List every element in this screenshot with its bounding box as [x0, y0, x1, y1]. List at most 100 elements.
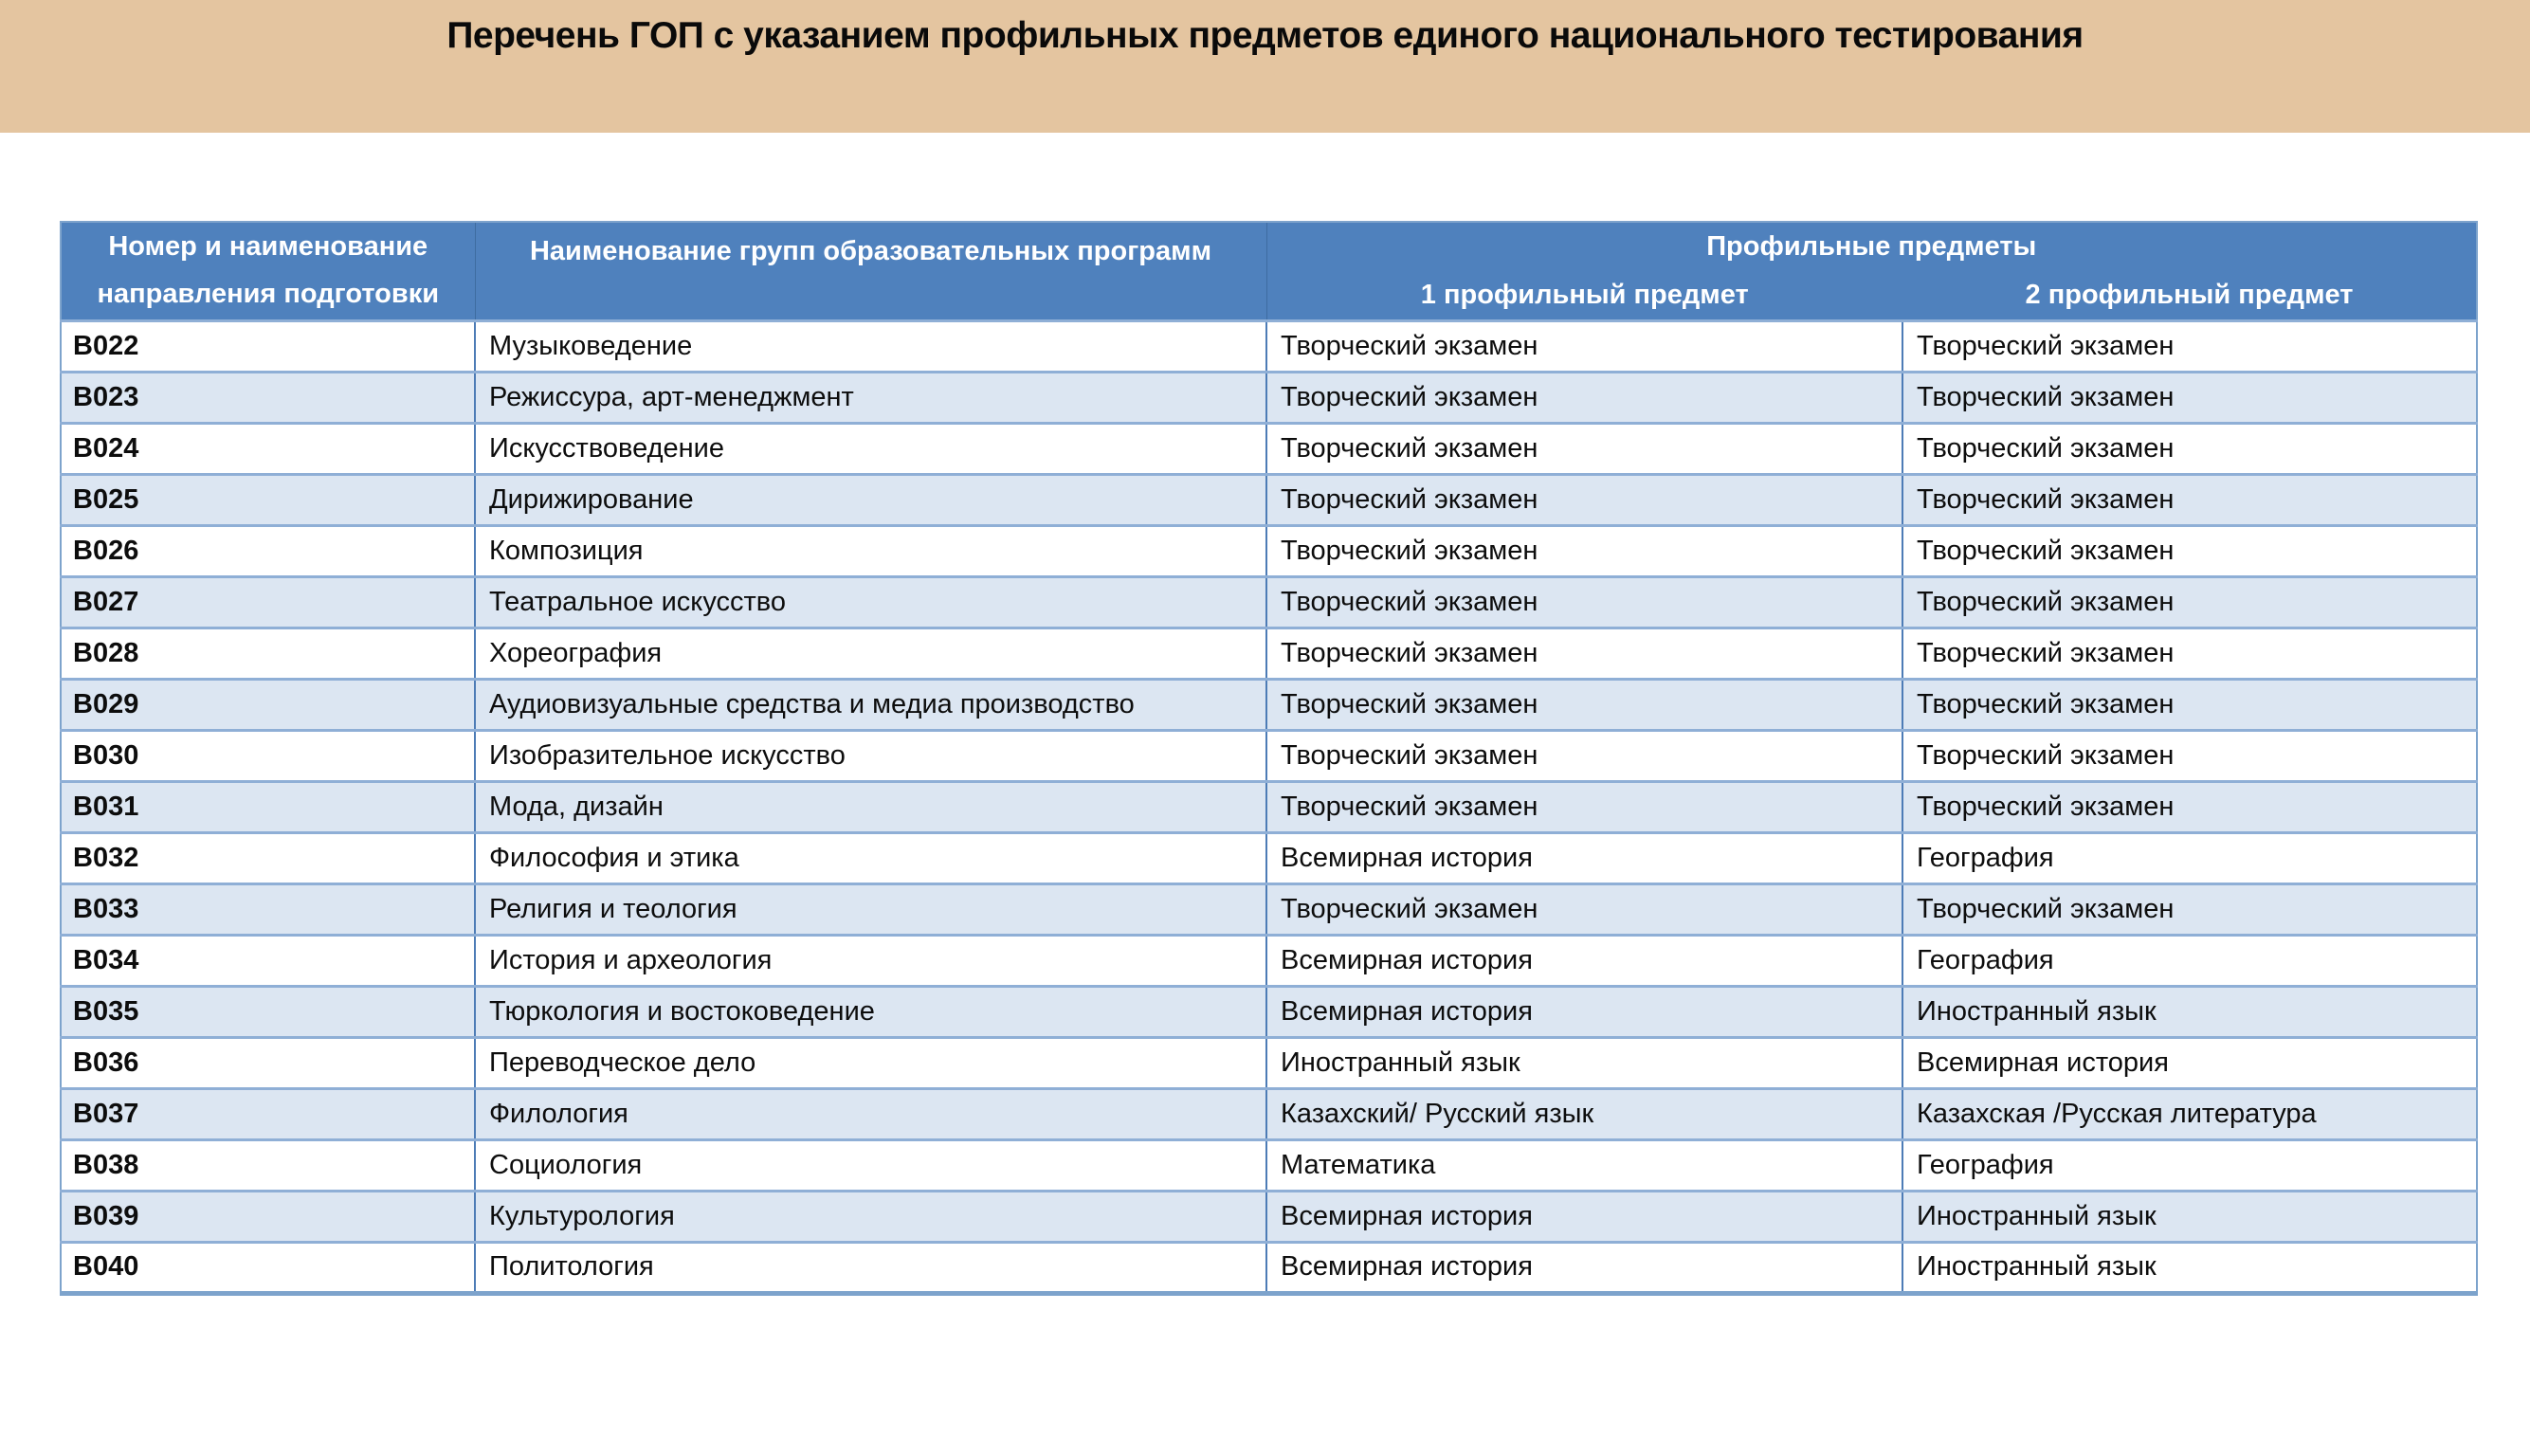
cell-subject-1: Всемирная история	[1265, 1189, 1902, 1242]
table-row: B028 Хореография Творческий экзамен Творчес…	[61, 626, 2478, 679]
cell-program: Изобразительное искусство	[474, 728, 1266, 781]
header-number-and-direction: Номер и наименование направления подгото…	[61, 222, 476, 320]
cell-code: B023	[61, 370, 475, 423]
table-row: B035 Тюркология и востоковедение Всемирная…	[61, 984, 2478, 1037]
cell-code: B029	[61, 677, 475, 730]
cell-subject-2: География	[1901, 830, 2478, 883]
cell-subject-1: Творческий экзамен	[1265, 626, 1902, 679]
cell-subject-1: Казахский/ Русский язык	[1265, 1086, 1902, 1139]
cell-subject-2: Всемирная история	[1901, 1035, 2478, 1088]
cell-code: B027	[61, 574, 475, 628]
cell-code: B039	[61, 1189, 475, 1242]
cell-code: B028	[61, 626, 475, 679]
cell-code: B036	[61, 1035, 475, 1088]
cell-subject-2: Иностранный язык	[1901, 984, 2478, 1037]
cell-subject-1: Всемирная история	[1265, 830, 1902, 883]
header-profile-subject-1: 1 профильный предмет	[1266, 271, 1902, 320]
cell-program: Композиция	[474, 523, 1266, 576]
cell-subject-2: Творческий экзамен	[1901, 523, 2478, 576]
cell-subject-2: География	[1901, 933, 2478, 986]
cell-subject-2: Творческий экзамен	[1901, 472, 2478, 525]
cell-subject-1: Творческий экзамен	[1265, 421, 1902, 474]
cell-code: B037	[61, 1086, 475, 1139]
table-row: B036 Переводческое дело Иностранный язык Вс…	[61, 1035, 2478, 1088]
cell-subject-1: Творческий экзамен	[1265, 574, 1902, 628]
header-profile-subjects: Профильные предметы	[1266, 222, 2478, 271]
cell-subject-1: Творческий экзамен	[1265, 472, 1902, 525]
cell-code: B033	[61, 882, 475, 935]
cell-subject-1: Творческий экзамен	[1265, 779, 1902, 832]
cell-program: Режиссура, арт-менеджмент	[474, 370, 1266, 423]
table-row: B024 Искусствоведение Творческий экзамен Тв…	[61, 421, 2478, 474]
cell-program: Политология	[474, 1240, 1266, 1293]
cell-subject-2: Творческий экзамен	[1901, 626, 2478, 679]
cell-code: B040	[61, 1240, 475, 1293]
cell-code: B022	[61, 318, 475, 372]
table-row: B026 Композиция Творческий экзамен Творческ…	[61, 523, 2478, 576]
cell-code: B031	[61, 779, 475, 832]
cell-code: B025	[61, 472, 475, 525]
cell-subject-1: Творческий экзамен	[1265, 318, 1902, 372]
cell-code: B032	[61, 830, 475, 883]
cell-program: Переводческое дело	[474, 1035, 1266, 1088]
cell-program: Хореография	[474, 626, 1266, 679]
cell-program: История и археология	[474, 933, 1266, 986]
table-row: B031 Мода, дизайн Творческий экзамен Творче…	[61, 779, 2478, 832]
cell-subject-1: Творческий экзамен	[1265, 882, 1902, 935]
table-row: B039 Культурология Всемирная история Иностр…	[61, 1189, 2478, 1242]
cell-subject-1: Творческий экзамен	[1265, 677, 1902, 730]
title-banner: Перечень ГОП с указанием профильных пред…	[0, 0, 2530, 133]
cell-subject-2: Творческий экзамен	[1901, 318, 2478, 372]
table-row: B034 История и археология Всемирная истори…	[61, 933, 2478, 986]
cell-code: B026	[61, 523, 475, 576]
cell-subject-1: Творческий экзамен	[1265, 370, 1902, 423]
gop-table: Номер и наименование направления подгото…	[60, 221, 2479, 1296]
cell-subject-2: Творческий экзамен	[1901, 677, 2478, 730]
cell-program: Дирижирование	[474, 472, 1266, 525]
cell-subject-1: Всемирная история	[1265, 1240, 1902, 1293]
cell-subject-1: Творческий экзамен	[1265, 728, 1902, 781]
cell-subject-1: Иностранный язык	[1265, 1035, 1902, 1088]
cell-subject-2: Иностранный язык	[1901, 1189, 2478, 1242]
cell-subject-2: География	[1901, 1138, 2478, 1191]
cell-program: Аудиовизуальные средства и медиа произво…	[474, 677, 1266, 730]
cell-program: Философия и этика	[474, 830, 1266, 883]
table-header: Номер и наименование направления подгото…	[61, 222, 2478, 320]
table-row: B025 Дирижирование Творческий экзамен Творч…	[61, 472, 2478, 525]
cell-code: B034	[61, 933, 475, 986]
table-row: B023 Режиссура, арт-менеджмент Творческий …	[61, 370, 2478, 423]
header-profile-subject-2: 2 профильный предмет	[1902, 271, 2478, 320]
cell-subject-2: Творческий экзамен	[1901, 779, 2478, 832]
cell-subject-2: Творческий экзамен	[1901, 882, 2478, 935]
page-title: Перечень ГОП с указанием профильных пред…	[446, 15, 2084, 56]
table-row: B040 Политология Всемирная история Иностран…	[61, 1240, 2478, 1293]
cell-program: Филология	[474, 1086, 1266, 1139]
cell-code: B024	[61, 421, 475, 474]
cell-subject-1: Всемирная история	[1265, 984, 1902, 1037]
cell-subject-1: Творческий экзамен	[1265, 523, 1902, 576]
table-row: B027 Театральное искусство Творческий экза…	[61, 574, 2478, 628]
table-row: B038 Социология Математика География	[61, 1138, 2478, 1191]
cell-program: Религия и теология	[474, 882, 1266, 935]
cell-subject-2: Иностранный язык	[1901, 1240, 2478, 1293]
cell-program: Искусствоведение	[474, 421, 1266, 474]
cell-code: B030	[61, 728, 475, 781]
cell-program: Культурология	[474, 1189, 1266, 1242]
table-row: B037 Филология Казахский/ Русский язык Каза…	[61, 1086, 2478, 1139]
cell-subject-2: Творческий экзамен	[1901, 421, 2478, 474]
cell-subject-2: Казахская /Русская литература	[1901, 1086, 2478, 1139]
cell-program: Тюркология и востоковедение	[474, 984, 1266, 1037]
cell-program: Театральное искусство	[474, 574, 1266, 628]
table-row: B033 Религия и теология Творческий экзамен…	[61, 882, 2478, 935]
table-row: B022 Музыковедение Творческий экзамен Творч…	[61, 318, 2478, 372]
gop-table-container: Номер и наименование направления подгото…	[60, 221, 2479, 1296]
table-row: B030 Изобразительное искусство Творческий …	[61, 728, 2478, 781]
cell-program: Социология	[474, 1138, 1266, 1191]
cell-subject-1: Всемирная история	[1265, 933, 1902, 986]
table-row: B029 Аудиовизуальные средства и медиа про…	[61, 677, 2478, 730]
cell-subject-1: Математика	[1265, 1138, 1902, 1191]
cell-program: Мода, дизайн	[474, 779, 1266, 832]
cell-subject-2: Творческий экзамен	[1901, 728, 2478, 781]
cell-subject-2: Творческий экзамен	[1901, 370, 2478, 423]
cell-code: B035	[61, 984, 475, 1037]
